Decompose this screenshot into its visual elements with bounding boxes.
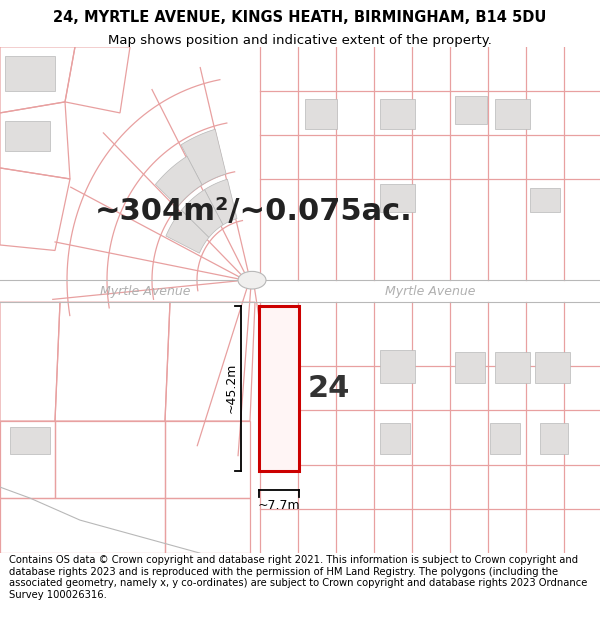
Text: ~304m²/~0.075ac.: ~304m²/~0.075ac. (95, 198, 413, 226)
Bar (5, 121, 50, 151)
Bar (455, 96, 487, 124)
Polygon shape (166, 210, 209, 253)
Polygon shape (205, 179, 237, 225)
Bar (535, 352, 570, 382)
Bar (495, 352, 530, 382)
Text: 24: 24 (308, 374, 350, 402)
Bar (490, 423, 520, 454)
Text: Myrtle Avenue: Myrtle Avenue (100, 285, 190, 298)
Polygon shape (181, 189, 223, 238)
Bar (259, 306, 299, 471)
Bar (455, 352, 485, 382)
Bar (380, 184, 415, 212)
Text: 24, MYRTLE AVENUE, KINGS HEATH, BIRMINGHAM, B14 5DU: 24, MYRTLE AVENUE, KINGS HEATH, BIRMINGH… (53, 10, 547, 25)
Bar (495, 99, 530, 129)
Bar (305, 99, 337, 129)
Text: ~45.2m: ~45.2m (225, 363, 238, 413)
Text: Map shows position and indicative extent of the property.: Map shows position and indicative extent… (108, 34, 492, 47)
Bar (10, 426, 50, 454)
Bar (5, 56, 55, 91)
Bar (380, 423, 410, 454)
Ellipse shape (238, 271, 266, 289)
Text: Contains OS data © Crown copyright and database right 2021. This information is : Contains OS data © Crown copyright and d… (9, 555, 587, 600)
Polygon shape (155, 156, 202, 206)
Bar (380, 99, 415, 129)
Bar (380, 349, 415, 382)
Bar (530, 188, 560, 212)
Bar (540, 423, 568, 454)
Text: ~7.7m: ~7.7m (257, 499, 301, 512)
Text: Myrtle Avenue: Myrtle Avenue (385, 285, 475, 298)
Polygon shape (181, 129, 226, 185)
